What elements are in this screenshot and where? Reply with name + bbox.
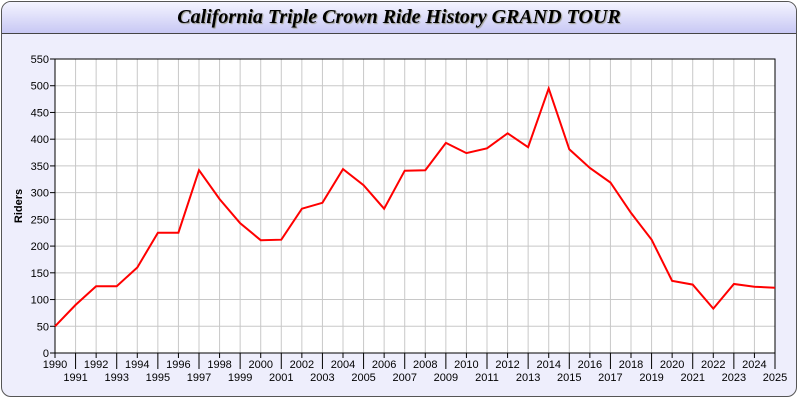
x-tick-label: 1992 [84,359,108,371]
title-bar: California Triple Crown Ride History GRA… [2,2,796,34]
x-tick-label: 2012 [495,359,519,371]
x-tick-label: 2021 [680,372,704,384]
x-tick-label: 2011 [475,372,499,384]
x-tick-label: 1994 [125,359,149,371]
x-tick-label: 2023 [722,372,746,384]
y-tick-label: 450 [31,107,49,119]
x-tick-label: 1998 [207,359,231,371]
y-tick-label: 350 [31,161,49,173]
y-tick-label: 250 [31,214,49,226]
x-tick-label: 1997 [187,372,211,384]
x-tick-label: 2004 [331,359,355,371]
x-tick-label: 2019 [639,372,663,384]
x-tick-label: 2000 [248,359,272,371]
x-tick-label: 2002 [290,359,314,371]
x-tick-label: 2020 [660,359,684,371]
x-tick-label: 2016 [578,359,602,371]
x-tick-label: 2005 [351,372,375,384]
x-tick-label: 1991 [63,372,87,384]
x-tick-label: 2018 [619,359,643,371]
x-tick-label: 1995 [146,372,170,384]
chart-title: California Triple Crown Ride History GRA… [177,6,621,28]
x-tick-label: 2007 [392,372,416,384]
y-tick-label: 400 [31,134,49,146]
x-tick-label: 2013 [516,372,540,384]
y-tick-label: 550 [31,54,49,66]
x-tick-label: 2017 [598,372,622,384]
x-tick-label: 2014 [536,359,560,371]
x-tick-label: 2003 [310,372,334,384]
y-tick-label: 100 [31,295,49,307]
x-tick-label: 1996 [166,359,190,371]
x-tick-label: 2025 [763,372,787,384]
x-tick-label: 2024 [742,359,766,371]
y-tick-label: 150 [31,268,49,280]
plot-border [54,58,776,354]
x-tick-label: 2009 [434,372,458,384]
y-tick-label: 300 [31,188,49,200]
x-tick-label: 2010 [454,359,478,371]
y-tick-label: 0 [43,348,49,360]
y-tick-label: 500 [31,81,49,93]
x-tick-label: 1993 [104,372,128,384]
x-tick-label: 2015 [557,372,581,384]
x-tick-label: 1990 [43,359,67,371]
y-axis-label: Riders [13,189,25,223]
y-tick-label: 200 [31,241,49,253]
x-tick-label: 2006 [372,359,396,371]
series-line [54,85,776,327]
x-tick-label: 2022 [701,359,725,371]
x-tick-label: 2008 [413,359,437,371]
x-tick-label: 1999 [228,372,252,384]
plot-area [55,59,775,353]
x-tick-label: 2001 [269,372,293,384]
y-tick-label: 50 [37,321,49,333]
